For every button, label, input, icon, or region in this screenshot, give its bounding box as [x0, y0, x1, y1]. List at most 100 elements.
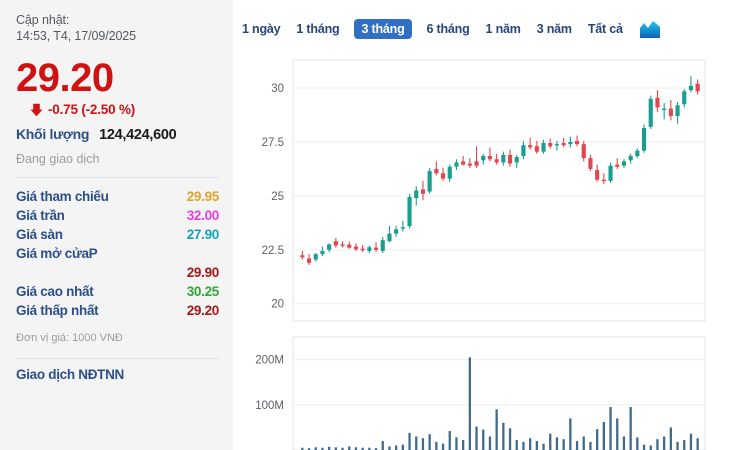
stat-label: Giá thấp nhất [16, 303, 99, 318]
volume-bar [468, 357, 471, 450]
stat-label: Giá trần [16, 208, 65, 223]
candle-body [400, 227, 405, 229]
price-y-tick-label: 25 [271, 191, 284, 203]
volume-bar [341, 447, 344, 450]
volume-bar [689, 433, 693, 450]
candle-body [601, 179, 606, 182]
candle-body [474, 161, 479, 166]
candle-body [615, 164, 620, 167]
volume-bar [301, 447, 304, 450]
candle-body [360, 248, 365, 251]
volume-bar [649, 445, 652, 450]
candle-body [662, 108, 667, 110]
candle-body [420, 189, 426, 194]
volume-bar [435, 441, 438, 450]
candle-body [561, 143, 566, 146]
price-y-tick-label: 30 [271, 83, 284, 95]
tab-tất-cả[interactable]: Tất cả [587, 22, 623, 36]
volume-bar [642, 444, 646, 450]
candle-body [554, 144, 560, 146]
price-unit-note: Đơn vị giá: 1000 VNĐ [16, 332, 123, 344]
volume-bar [421, 438, 425, 450]
candle-body [682, 91, 687, 105]
volume-bar [307, 448, 311, 450]
volume-bar [495, 409, 498, 450]
candle-body [621, 161, 627, 166]
candle-body [541, 143, 546, 152]
candle-body [373, 247, 379, 250]
candle-body [528, 145, 533, 148]
volume-bar [328, 446, 331, 450]
candle-body [447, 166, 452, 179]
candle-body [568, 141, 573, 145]
volume-bar [669, 427, 672, 450]
price-plot-frame [292, 59, 706, 322]
candle-body [534, 146, 539, 152]
candle-body [320, 250, 325, 255]
volume-bar [555, 437, 559, 450]
time-range-tabs: 1 ngày 1 tháng 3 tháng 6 tháng 1 năm 3 năm Tất… [233, 0, 750, 44]
stat-value: 27.90 [186, 227, 220, 242]
volume-bar [683, 440, 686, 450]
volume-bar [502, 422, 505, 450]
volume-bar [609, 407, 612, 450]
tab-3-năm[interactable]: 3 năm [536, 22, 572, 36]
candle-body [434, 168, 439, 174]
volume-bar [428, 434, 431, 450]
candle-body [333, 241, 338, 246]
volume-bar [622, 436, 626, 450]
tab-1-ngày[interactable]: 1 ngày [242, 22, 281, 36]
volume-bar [334, 447, 337, 450]
volume-bar [448, 431, 451, 450]
price-stats-list: Giá tham chiếu 29.95 Giá trần 32.00 Giá sàn 2… [16, 187, 219, 320]
volume-bar [515, 440, 518, 450]
volume-bar [348, 446, 351, 450]
price-change-row: -0.75 (-2.50 %) [16, 102, 219, 117]
candle-body [387, 233, 392, 242]
stat-label: Giá cao nhất [16, 284, 94, 299]
volume-bar [676, 441, 679, 450]
candle-body [675, 105, 680, 117]
volume-bar [535, 440, 538, 450]
candle-body [300, 255, 305, 258]
volume-bar [482, 429, 485, 450]
volume-bar [602, 421, 605, 450]
tab-1-năm[interactable]: 1 năm [485, 22, 521, 36]
volume-bar [696, 438, 699, 450]
candle-body [695, 83, 700, 92]
candle-body [688, 85, 694, 91]
tab-6-tháng[interactable]: 6 tháng [426, 22, 470, 36]
volume-bar [569, 418, 572, 450]
candle-body [521, 145, 526, 156]
candle-body [394, 229, 399, 234]
volume-value: 124,424,600 [99, 127, 177, 143]
volume-plot-frame [292, 336, 706, 450]
stat-value: 29.95 [186, 189, 220, 204]
price-volume-chart[interactable]: 20 22.5 25 27.5 30 100M 200M [233, 44, 750, 450]
candle-body [548, 143, 553, 147]
candle-body [427, 171, 432, 192]
price-y-tick-label: 22.5 [262, 245, 284, 257]
volume-row: Khối lượng 124,424,600 [16, 126, 219, 143]
volume-bar [455, 437, 458, 450]
volume-bar [562, 439, 565, 450]
price-y-tick-label: 20 [271, 299, 284, 311]
candle-body [641, 127, 647, 151]
volume-bar [575, 440, 579, 450]
volume-y-tick-label: 200M [255, 355, 284, 367]
candle-body [407, 196, 412, 227]
candle-body [367, 247, 372, 251]
updated-timestamp: 14:53, T4, 17/09/2025 [16, 29, 136, 43]
stat-row: Giá trần 32.00 [16, 206, 219, 225]
price-change-value: -0.75 (-2.50 %) [48, 102, 136, 117]
stat-row: Giá sàn 27.90 [16, 225, 219, 244]
tab-1-tháng[interactable]: 1 tháng [296, 22, 340, 36]
area-chart-icon[interactable] [639, 20, 660, 38]
volume-bar [656, 439, 659, 450]
tab-3-tháng[interactable]: 3 tháng [354, 19, 412, 39]
candle-body [440, 173, 446, 179]
stat-label: Giá sàn [16, 227, 63, 242]
volume-bar [663, 436, 666, 450]
volume-bar [508, 428, 512, 450]
